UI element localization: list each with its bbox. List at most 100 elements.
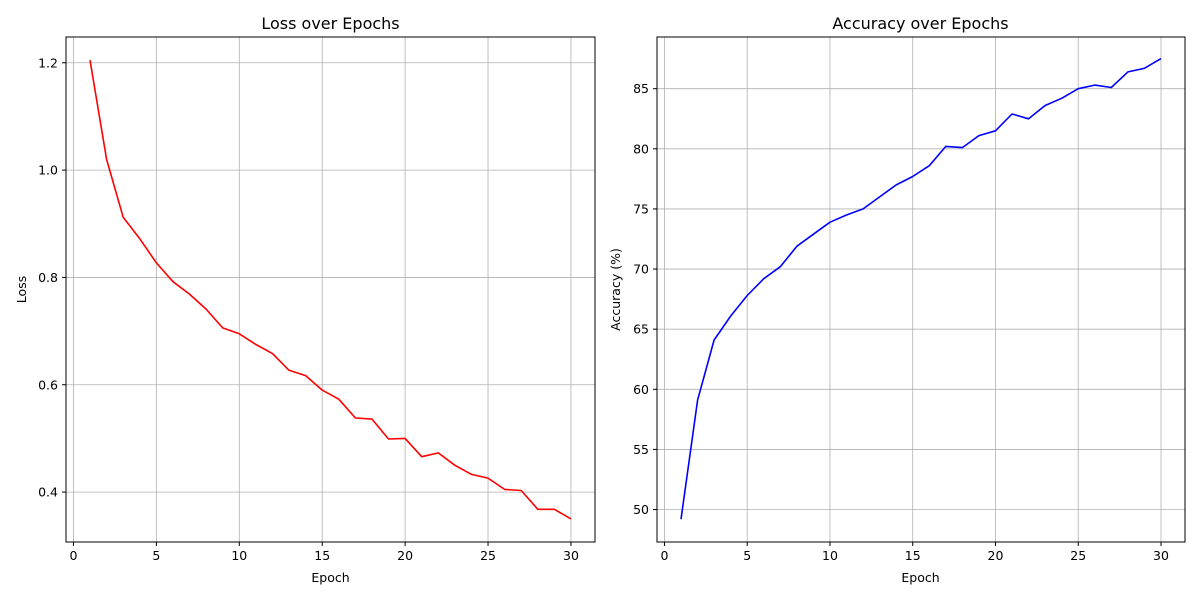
x-tick-label: 30 [1153,548,1169,563]
data-point [1109,85,1114,90]
x-tick-label: 10 [231,548,247,563]
y-tick-label: 0.4 [38,485,58,500]
x-tick-label: 30 [563,548,579,563]
data-point [1159,56,1164,61]
accuracy-chart: Accuracy over Epochs 0 5 10 15 20 25 30 50 55 60 6… [608,14,1186,585]
data-point [877,194,882,199]
data-point [187,292,192,297]
data-point [761,276,766,281]
data-point [419,454,424,459]
data-point [1010,112,1015,117]
y-tick-label: 0.6 [38,377,58,392]
data-point [104,157,109,162]
data-point [695,398,700,403]
data-point [844,213,849,218]
x-tick-label: 20 [397,548,413,563]
data-point [1059,96,1064,101]
data-point [486,476,491,481]
data-point [386,437,391,442]
x-tick-label: 10 [822,548,838,563]
plot-frame [656,36,1186,543]
x-tick-label: 25 [1070,548,1086,563]
y-tick-label: 75 [633,201,649,216]
data-point [569,516,574,521]
data-point [1076,86,1081,91]
data-point [336,397,341,402]
data-point [1026,116,1031,121]
data-point [320,388,325,393]
data-point [1142,66,1147,71]
data-point [728,314,733,319]
data-point [811,232,816,237]
data-point [121,215,126,220]
data-point [712,338,717,343]
data-point [778,264,783,269]
y-tick-label: 1.2 [38,55,58,70]
data-point [253,342,258,347]
data-point [679,517,684,522]
data-point [303,373,308,378]
series-lines [88,58,574,521]
x-tick-label: 20 [988,548,1004,563]
data-point [1125,69,1130,74]
data-point [452,463,457,468]
data-point [403,436,408,441]
y-tick-label: 70 [633,262,649,277]
data-point [1043,103,1048,108]
data-point [137,236,142,241]
gridlines [657,37,1185,542]
data-point [287,368,292,373]
data-point [270,351,275,356]
data-point [861,206,866,211]
data-point [370,417,375,422]
plot-frame [65,36,596,543]
data-point [469,472,474,477]
data-point [794,244,799,249]
y-tick-label: 0.8 [38,270,58,285]
y-tick-label: 80 [633,141,649,156]
y-tick-label: 55 [633,442,649,457]
data-point [828,220,833,225]
y-tick-label: 85 [633,81,649,96]
data-point [220,325,225,330]
series-line-0 [680,57,1162,520]
y-tick-label: 60 [633,382,649,397]
series-line-0 [89,59,572,520]
y-tick-label: 50 [633,502,649,517]
data-point [237,331,242,336]
x-axis-label: Epoch [901,570,939,585]
data-point [745,293,750,298]
data-point [960,145,965,150]
x-tick-label: 5 [152,548,160,563]
axis-ticks: 0 5 10 15 20 25 30 50 55 60 65 70 75 80 85 [633,81,1169,563]
axis-ticks: 0 5 10 15 20 25 30 0.4 0.6 0.8 1.0 1.2 [38,55,579,563]
x-tick-label: 0 [660,548,668,563]
loss-chart: Loss over Epochs 0 5 10 15 20 25 30 0.4 0.6 0.8 1.… [14,14,596,585]
x-tick-label: 5 [743,548,751,563]
data-point [943,144,948,149]
data-point [976,133,981,138]
data-point [535,507,540,512]
data-point [88,58,93,63]
data-point [1092,83,1097,88]
data-point [171,279,176,284]
data-point [502,487,507,492]
data-point [993,128,998,133]
y-tick-label: 65 [633,322,649,337]
y-tick-label: 1.0 [38,163,58,178]
x-tick-label: 15 [314,548,330,563]
data-point [519,488,524,493]
chart-title: Accuracy over Epochs [832,14,1008,33]
data-point [436,450,441,455]
data-point [552,507,557,512]
gridlines [66,37,595,542]
data-point [353,416,358,421]
data-point [927,163,932,168]
y-axis-label: Loss [14,276,29,303]
data-point [894,182,899,187]
x-tick-label: 15 [905,548,921,563]
data-point [154,260,159,265]
x-tick-label: 25 [480,548,496,563]
chart-title: Loss over Epochs [261,14,399,33]
